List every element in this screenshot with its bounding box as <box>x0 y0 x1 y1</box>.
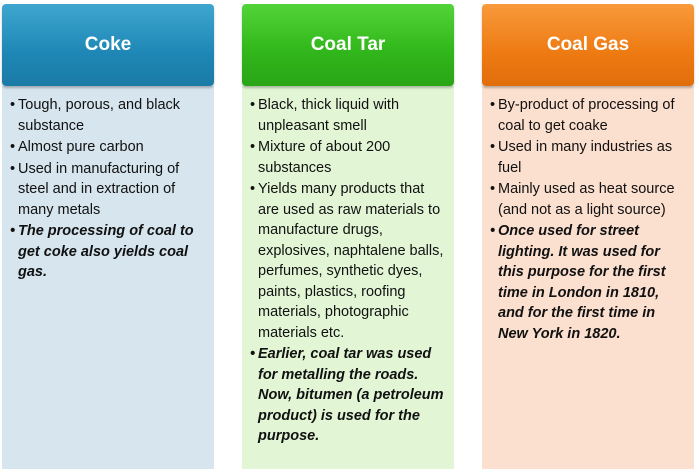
bullet-icon: • <box>490 97 496 113</box>
bullet-icon: • <box>250 346 256 362</box>
bullet-icon: • <box>490 181 496 197</box>
coal-tar-header: Coal Tar <box>242 4 454 86</box>
bullet-icon: • <box>490 139 496 155</box>
coke-column: Coke • Tough, porous, and black substance… <box>2 4 214 469</box>
coal-tar-note: • Earlier, coal tar was used for metallin… <box>250 346 444 444</box>
coal-tar-panel: • Black, thick liquid with unpleasant sme… <box>242 86 454 469</box>
bullet-icon: • <box>10 160 16 177</box>
coal-gas-note: • Once used for street lighting. It was u… <box>490 223 666 342</box>
bullet-icon: • <box>10 97 16 113</box>
coal-gas-item: • By-product of processing of coal to get… <box>490 97 675 134</box>
bullet-icon: • <box>10 223 16 239</box>
coal-gas-list: • By-product of processing of coal to get… <box>490 95 686 344</box>
coal-tar-item: • Black, thick liquid with unpleasant sme… <box>250 97 400 134</box>
bullet-icon: • <box>250 139 256 155</box>
coke-panel: • Tough, porous, and black substance • Alm… <box>2 86 214 469</box>
coke-item: • Almost pure carbon <box>10 137 206 158</box>
coal-tar-column: Coal Tar • Black, thick liquid with unple… <box>242 4 454 469</box>
coal-tar-item: • Mixture of about 200 substances <box>250 139 391 176</box>
coke-header: Coke <box>2 4 214 86</box>
coal-gas-header: Coal Gas <box>482 4 694 86</box>
coke-item: • Tough, porous, and black substance <box>10 97 181 134</box>
coal-tar-title: Coal Tar <box>310 34 386 55</box>
bullet-icon: • <box>250 97 256 113</box>
bullet-icon: • <box>250 181 256 197</box>
bullet-icon: • <box>10 139 16 155</box>
coal-gas-item: • Used in many industries as fuel <box>490 139 673 176</box>
coke-title: Coke <box>84 34 132 55</box>
coke-note: • The processing of coal to get coke also… <box>10 223 194 280</box>
coal-gas-panel: • By-product of processing of coal to get… <box>482 86 694 469</box>
coke-item: • Used in manufacturing of steel and in e… <box>10 160 180 218</box>
coal-gas-item: • Mainly used as heat source (and not as … <box>490 181 675 218</box>
coal-gas-column: Coal Gas • By-product of processing of co… <box>482 4 694 469</box>
coal-gas-title: Coal Gas <box>546 34 630 55</box>
coal-tar-item: • Yields many products that are used as r… <box>250 181 444 341</box>
bullet-icon: • <box>490 223 496 239</box>
coal-tar-list: • Black, thick liquid with unpleasant sme… <box>250 95 446 447</box>
coke-list: • Tough, porous, and black substance • Alm… <box>10 95 206 283</box>
